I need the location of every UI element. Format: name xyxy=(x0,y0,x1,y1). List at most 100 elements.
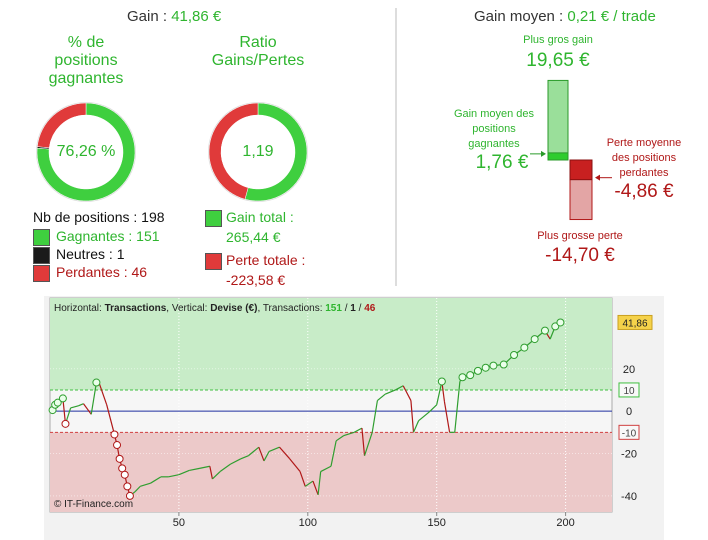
record-marker xyxy=(115,454,124,463)
line-segment xyxy=(384,389,396,395)
avg-value: 0,21 € / trade xyxy=(567,8,656,25)
line-segment xyxy=(168,474,180,478)
record-marker xyxy=(58,394,67,403)
line-segment xyxy=(377,393,386,402)
record-marker xyxy=(110,430,119,439)
line-segment xyxy=(335,435,345,442)
x-tick-label: 150 xyxy=(428,517,446,529)
line-segment xyxy=(178,469,190,476)
donut-hole xyxy=(49,115,123,189)
avg-label: Gain moyen : xyxy=(474,8,568,25)
line-segment xyxy=(289,458,301,472)
positions-count: 198 xyxy=(141,209,165,225)
gain-label: Gain : xyxy=(127,8,172,25)
record-marker xyxy=(458,373,467,382)
total-label: Perte totale : xyxy=(226,252,306,268)
legend-swatch xyxy=(33,247,50,264)
last-value-box xyxy=(617,314,653,330)
line-segment xyxy=(428,404,438,413)
max-gain-value: 19,65 € xyxy=(526,50,590,71)
line-segment xyxy=(418,411,430,422)
line-segment xyxy=(263,451,270,462)
line-segment xyxy=(62,398,67,424)
max-gain-label: Plus gros gain xyxy=(523,34,593,46)
y-tick-label: -40 xyxy=(621,491,637,503)
gain-value: 41,86 € xyxy=(171,8,222,25)
line-segment xyxy=(410,400,415,433)
caption-part: , Vertical: xyxy=(166,303,211,314)
bar xyxy=(547,79,569,161)
avg-gain-label: Gain moyen des positions gagnantes xyxy=(453,108,535,150)
last-value-label: 41,86 xyxy=(622,318,647,329)
line-segment xyxy=(248,446,260,457)
line-segment xyxy=(268,446,280,452)
y-tick-label: 0 xyxy=(626,406,632,418)
legend-count: 1 xyxy=(116,246,125,262)
caption-part: , Transactions: xyxy=(257,303,326,314)
ratio-value: 1,19 xyxy=(242,143,274,160)
max-loss-label: Plus grosse perte xyxy=(537,230,623,242)
gain-zone xyxy=(50,298,612,390)
line-segment xyxy=(70,405,79,409)
legend-entry: Perdantes : 46 xyxy=(56,264,147,280)
legend-entry: Gagnantes : 151 xyxy=(56,228,160,244)
record-marker xyxy=(123,482,132,491)
total-value: -223,58 € xyxy=(226,272,286,288)
line-segment xyxy=(443,401,451,433)
line-segment xyxy=(78,403,84,407)
record-marker xyxy=(556,318,565,327)
record-marker xyxy=(92,378,101,387)
legend-label: Neutres : xyxy=(56,246,117,262)
record-marker xyxy=(510,350,519,359)
record-marker xyxy=(530,335,539,344)
line-segment xyxy=(278,446,291,460)
caption-part: Horizontal: xyxy=(54,303,105,314)
line-segment xyxy=(150,476,162,484)
arrow-head xyxy=(595,174,600,181)
caption-part: / xyxy=(355,303,365,314)
legend-entry: Neutres : 1 xyxy=(56,246,125,262)
line-segment xyxy=(258,446,265,462)
legend-count: 151 xyxy=(136,228,160,244)
record-marker xyxy=(61,419,70,428)
line-segment xyxy=(312,480,319,496)
line-segment xyxy=(211,471,221,480)
max-loss-value: -14,70 € xyxy=(545,245,615,266)
record-marker xyxy=(473,366,482,375)
bar xyxy=(547,152,569,161)
legend-swatch xyxy=(205,253,222,270)
legend-label: Gagnantes : xyxy=(56,228,137,244)
avg-loss-label: Perte moyenne des positions perdantes xyxy=(606,137,682,179)
line-segment xyxy=(140,482,151,487)
line-segment xyxy=(330,440,337,467)
x-tick-label: 100 xyxy=(299,517,317,529)
donut-hole xyxy=(221,115,295,189)
win-rate-value: 76,26 % xyxy=(56,143,116,160)
line-segment xyxy=(199,465,210,469)
y-tick-label: 20 xyxy=(623,364,635,376)
avg-loss-value: -4,86 € xyxy=(614,181,674,202)
record-marker xyxy=(437,377,446,386)
caption-part: Devise (€) xyxy=(210,303,258,314)
line-segment xyxy=(83,403,92,415)
copyright: © IT-Finance.com xyxy=(54,499,134,510)
line-segment xyxy=(219,463,231,473)
caption-count: 151 xyxy=(325,303,342,314)
arrow-head xyxy=(541,150,546,157)
x-tick-label: 200 xyxy=(556,517,574,529)
caption-part: / xyxy=(341,303,351,314)
ratio-title: Ratio Gains/Pertes xyxy=(211,34,305,69)
line-segment xyxy=(106,404,116,435)
gain-title: Gain : 41,86 € xyxy=(127,8,221,25)
line-segment xyxy=(299,471,306,487)
line-segment xyxy=(230,458,242,465)
legend-label: Perdantes : xyxy=(56,264,132,280)
record-marker xyxy=(499,360,508,369)
line-segment xyxy=(412,420,420,433)
line-segment xyxy=(343,431,355,437)
win-rate-title: % de positions gagnantes xyxy=(48,34,124,87)
legend-swatch xyxy=(33,265,50,282)
line-segment xyxy=(189,467,200,472)
